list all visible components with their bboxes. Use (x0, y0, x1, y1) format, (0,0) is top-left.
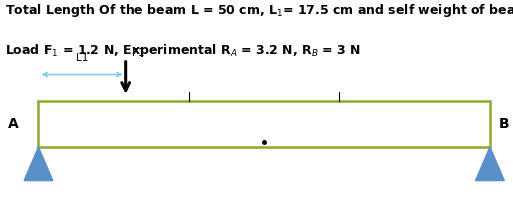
Bar (38, 101, 490, 147)
Text: Total Length Of the beam L = 50 cm, L$_1$= 17.5 cm and self weight of beam = 5 N: Total Length Of the beam L = 50 cm, L$_1… (5, 2, 513, 19)
Text: Load F$_1$ = 1.2 N, Experimental R$_A$ = 3.2 N, R$_B$ = 3 N: Load F$_1$ = 1.2 N, Experimental R$_A$ =… (5, 42, 361, 59)
Polygon shape (476, 147, 504, 181)
Text: B: B (499, 117, 510, 131)
Text: A: A (8, 117, 19, 131)
Text: F1: F1 (132, 48, 144, 58)
Text: L1: L1 (76, 53, 88, 63)
Polygon shape (24, 147, 53, 181)
